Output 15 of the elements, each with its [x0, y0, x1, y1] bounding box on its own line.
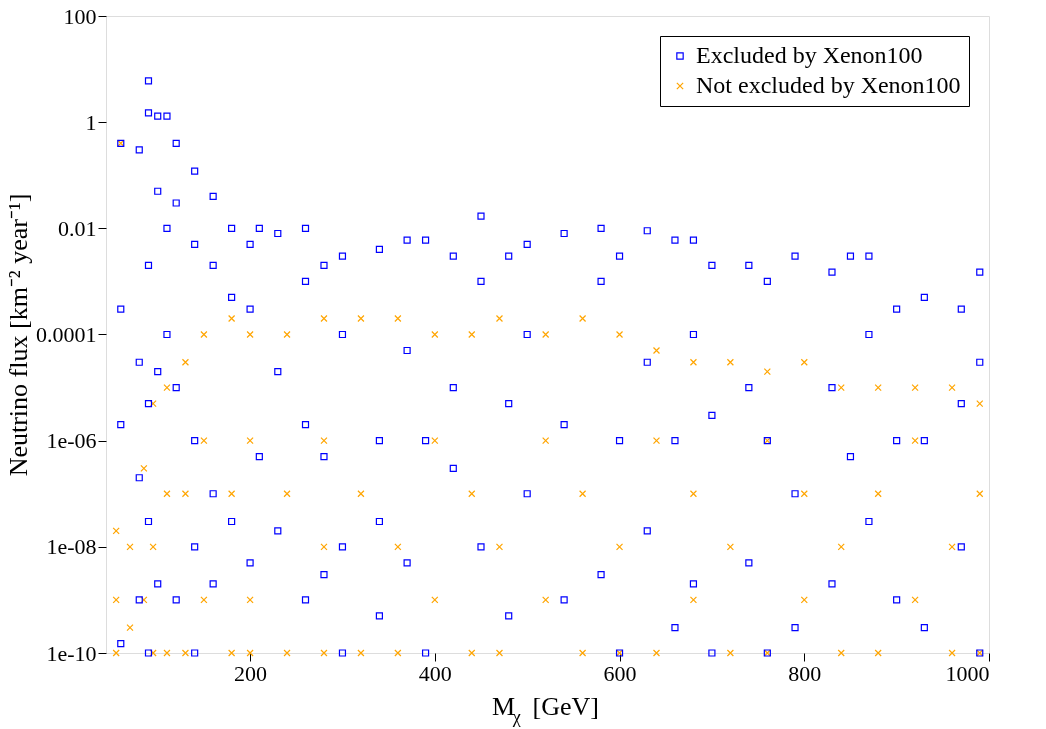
legend-label: Excluded by Xenon100	[696, 42, 923, 68]
x-tick-label: 400	[418, 660, 452, 686]
x-tick-label: 1000	[945, 660, 990, 686]
x-tick-label: 600	[603, 660, 637, 686]
x-tick-label: 200	[234, 660, 268, 686]
legend-label: Not excluded by Xenon100	[696, 72, 961, 98]
x-tick-label: 800	[788, 660, 822, 686]
y-tick-label: 1	[85, 109, 97, 135]
y-tick-label: 100	[63, 3, 97, 29]
y-tick-label: 1e-10	[46, 640, 97, 666]
y-tick-label: 0.01	[58, 215, 97, 241]
y-tick-label: 1e-08	[46, 534, 97, 560]
y-axis-title: Neutrino flux [km⁻² year⁻¹]	[4, 193, 33, 477]
y-tick-label: 0.0001	[36, 322, 97, 347]
y-tick-label: 1e-06	[46, 428, 97, 454]
